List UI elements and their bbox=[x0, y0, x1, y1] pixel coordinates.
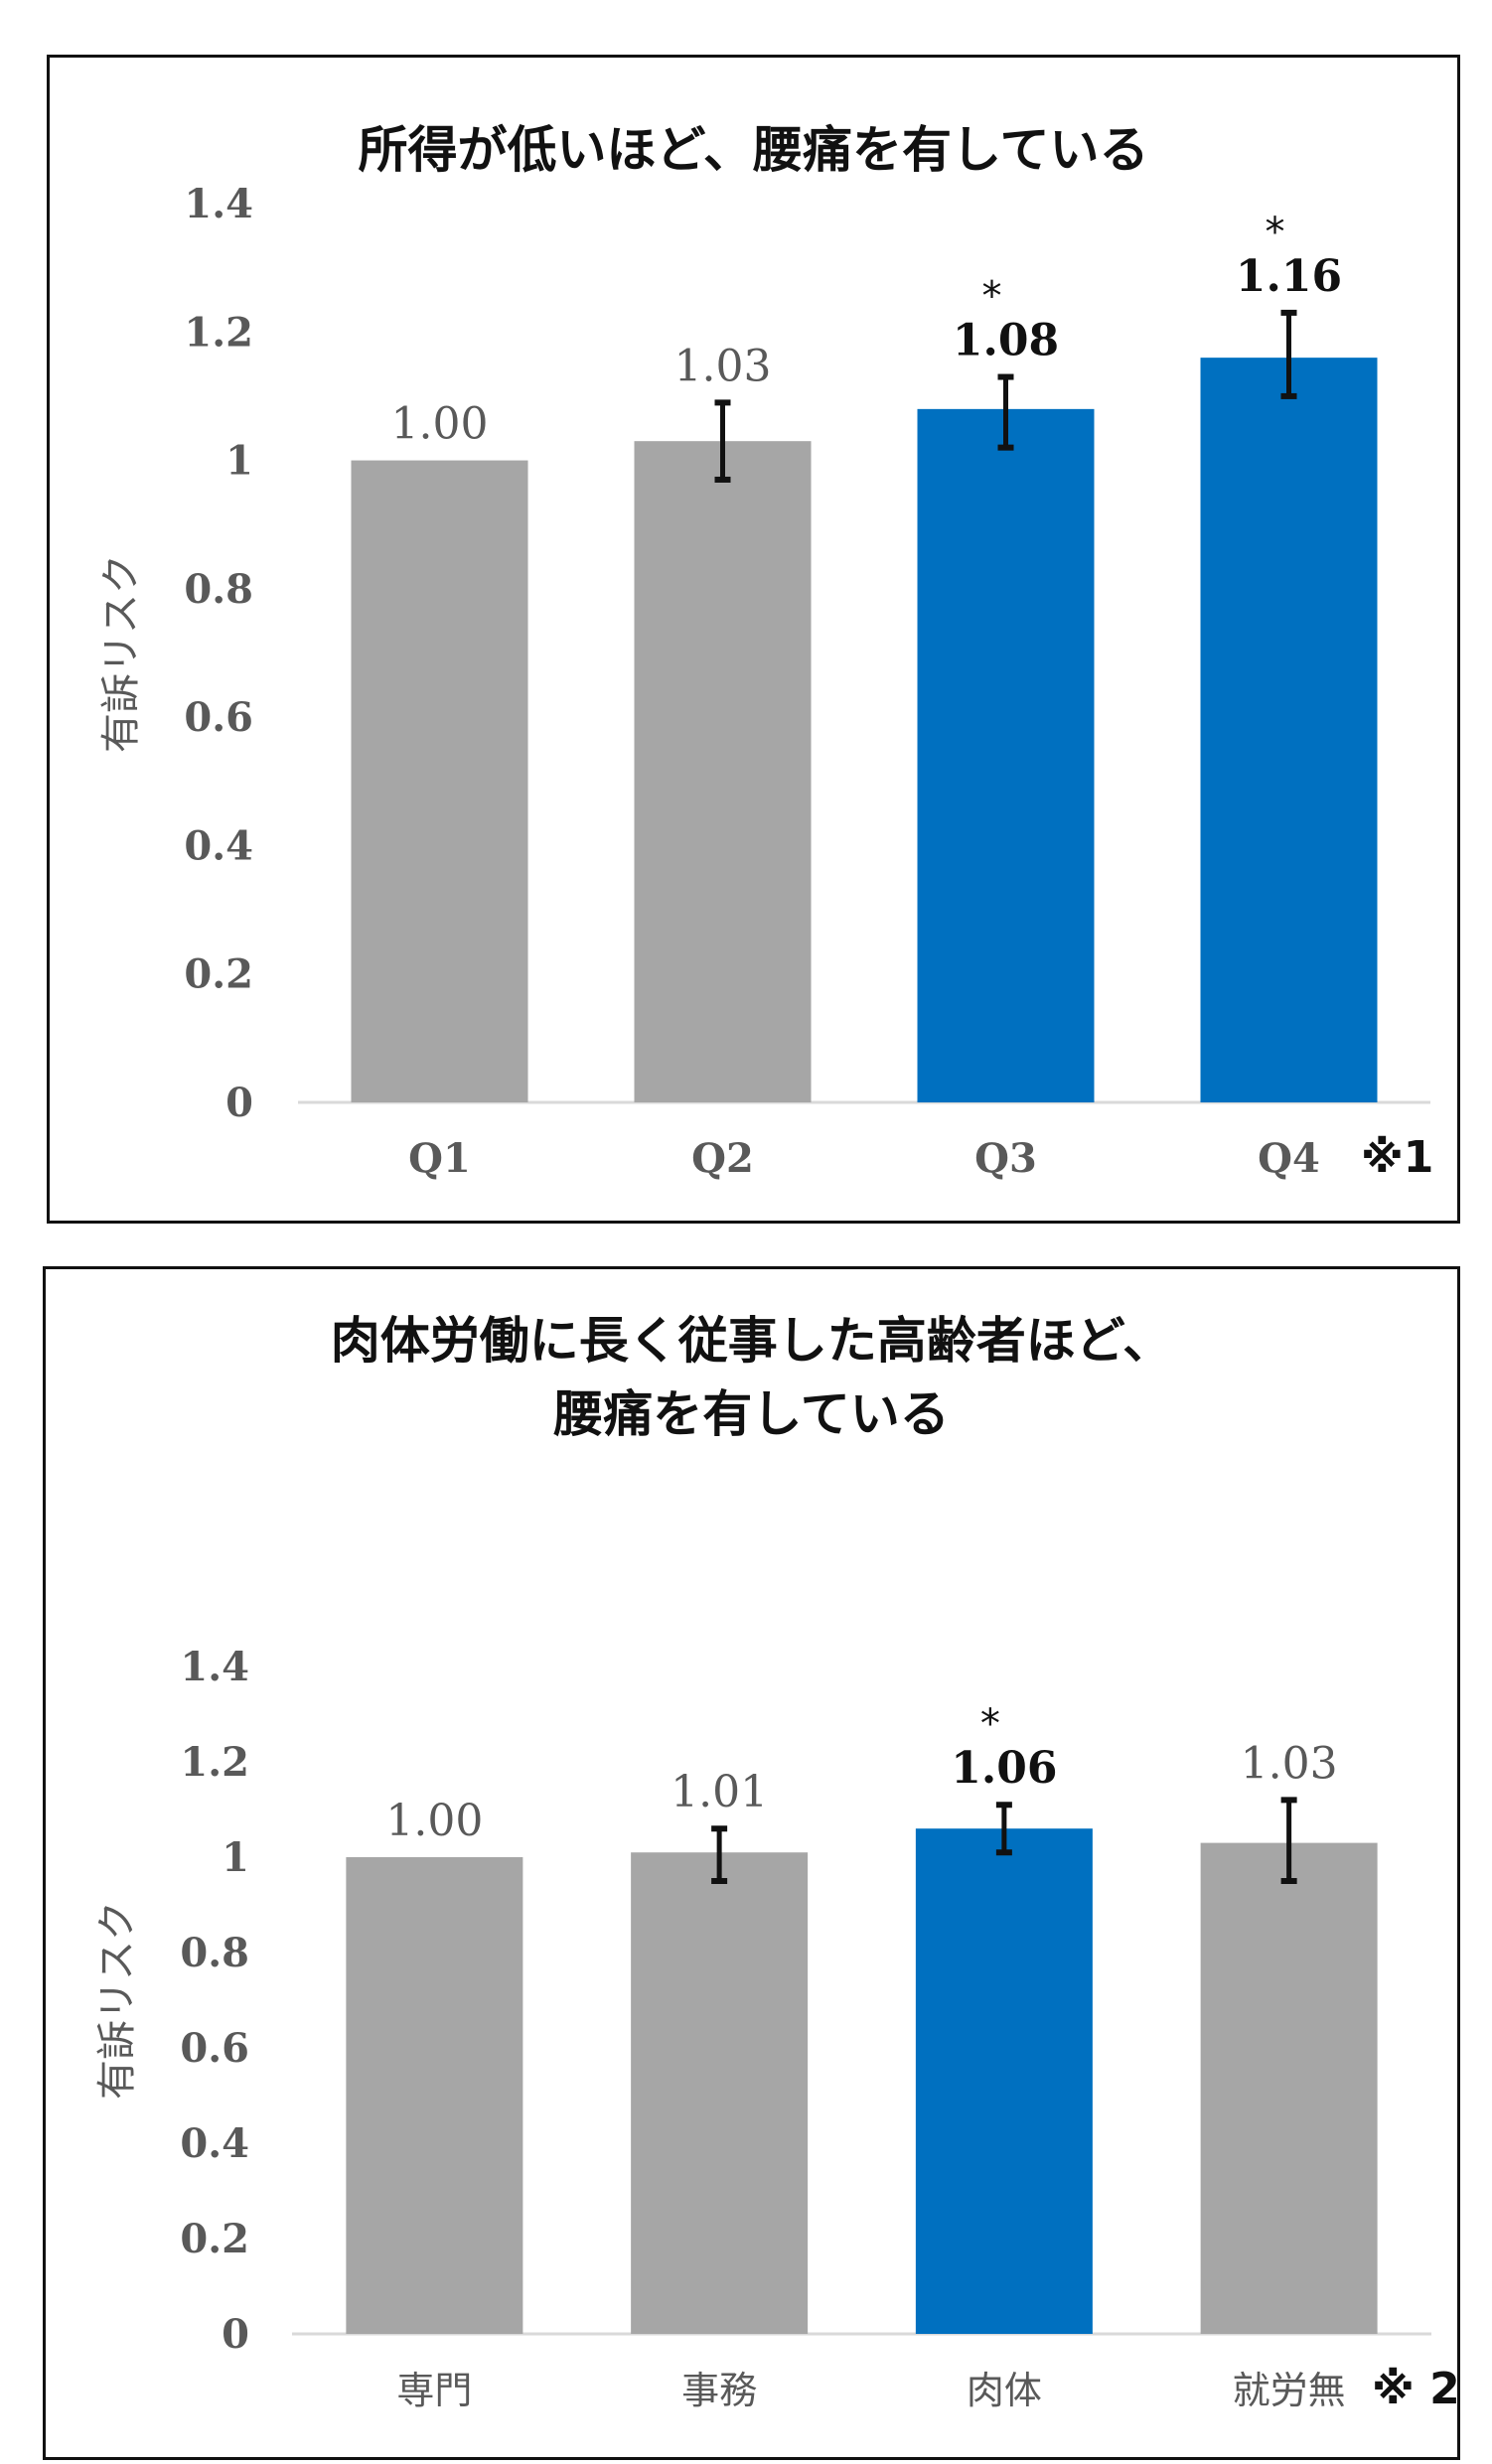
y-tick-label: 1.2 bbox=[180, 1739, 249, 1786]
data-label: 1.16 bbox=[1236, 251, 1342, 302]
x-tick-label: Q4 bbox=[1258, 1135, 1320, 1182]
bar bbox=[631, 1852, 809, 2334]
bar bbox=[915, 1828, 1093, 2334]
chart-title-line-1: 肉体労働に長く従事した高齢者ほど、 bbox=[330, 1312, 1173, 1370]
x-tick-label: 肉体 bbox=[967, 2369, 1042, 2412]
y-tick-label: 0.8 bbox=[180, 1930, 249, 1976]
y-tick-label: 0 bbox=[222, 2311, 249, 2358]
bar bbox=[1200, 358, 1378, 1103]
significance-star: * bbox=[980, 1701, 1000, 1747]
y-axis-label: 有訴リスク bbox=[94, 1901, 140, 2100]
y-tick-label: 0.6 bbox=[180, 2025, 249, 2072]
bar bbox=[351, 460, 528, 1103]
y-axis-label: 有訴リスク bbox=[98, 554, 144, 753]
data-label: 1.00 bbox=[391, 399, 489, 450]
chart-panel-occupation: 肉体労働に長く従事した高齢者ほど、 腰痛を有している 有訴リスク 0 0.2 0.4 0… bbox=[43, 1266, 1460, 2460]
y-tick-label: 1.4 bbox=[184, 181, 253, 227]
chart-panel-income: 所得が低いほど、腰痛を有している 有訴リスク 0 0.2 0.4 0.6 0.8 1 1.2 1… bbox=[47, 55, 1460, 1224]
y-tick-label: 0.4 bbox=[184, 822, 253, 869]
y-tick-label: 0.2 bbox=[184, 951, 253, 998]
chart-plot: 有訴リスク 0 0.2 0.4 0.6 0.8 1 1.2 1.4 1.00 専門 1.01 事務 1.0… bbox=[94, 1644, 1460, 2414]
chart-title: 所得が低いほど、腰痛を有している bbox=[358, 121, 1149, 179]
x-tick-label: 就労無 bbox=[1233, 2369, 1346, 2412]
y-tick-label: 1 bbox=[225, 438, 253, 485]
bar bbox=[634, 441, 812, 1102]
data-label: 1.06 bbox=[951, 1743, 1057, 1794]
chart-title-line-2: 腰痛を有している bbox=[553, 1385, 950, 1443]
y-tick-label: 1.2 bbox=[184, 309, 253, 356]
bar bbox=[346, 1857, 523, 2334]
significance-star: * bbox=[1266, 210, 1285, 255]
chart-title: 肉体労働に長く従事した高齢者ほど、 腰痛を有している bbox=[46, 1304, 1457, 1451]
data-label: 1.03 bbox=[674, 341, 772, 391]
x-tick-label: 専門 bbox=[396, 2369, 472, 2412]
y-tick-label: 0.4 bbox=[180, 2120, 249, 2167]
y-tick-label: 0.2 bbox=[180, 2216, 249, 2262]
data-label: 1.01 bbox=[671, 1767, 768, 1817]
y-tick-label: 0 bbox=[225, 1080, 253, 1126]
y-tick-label: 0.8 bbox=[184, 566, 253, 613]
data-label: 1.08 bbox=[953, 316, 1059, 366]
x-tick-label: 事務 bbox=[681, 2369, 757, 2412]
y-tick-label: 1 bbox=[222, 1834, 249, 1881]
data-label: 1.03 bbox=[1241, 1738, 1338, 1789]
data-label: 1.00 bbox=[385, 1796, 483, 1846]
footnote-mark: ※ 2 bbox=[1372, 2364, 1460, 2414]
y-tick-label: 0.6 bbox=[184, 694, 253, 741]
bar bbox=[1200, 1842, 1378, 2334]
chart-plot: 有訴リスク 0 0.2 0.4 0.6 0.8 1 1.2 1.4 1.00 Q1 1.03 Q2 1.0… bbox=[98, 181, 1433, 1183]
bar bbox=[917, 408, 1095, 1102]
x-tick-label: Q3 bbox=[974, 1135, 1037, 1182]
significance-star: * bbox=[982, 274, 1002, 320]
x-tick-label: Q2 bbox=[691, 1135, 754, 1182]
x-tick-label: Q1 bbox=[408, 1135, 471, 1182]
footnote-mark: ※1 bbox=[1361, 1132, 1433, 1183]
y-tick-label: 1.4 bbox=[180, 1644, 249, 1690]
